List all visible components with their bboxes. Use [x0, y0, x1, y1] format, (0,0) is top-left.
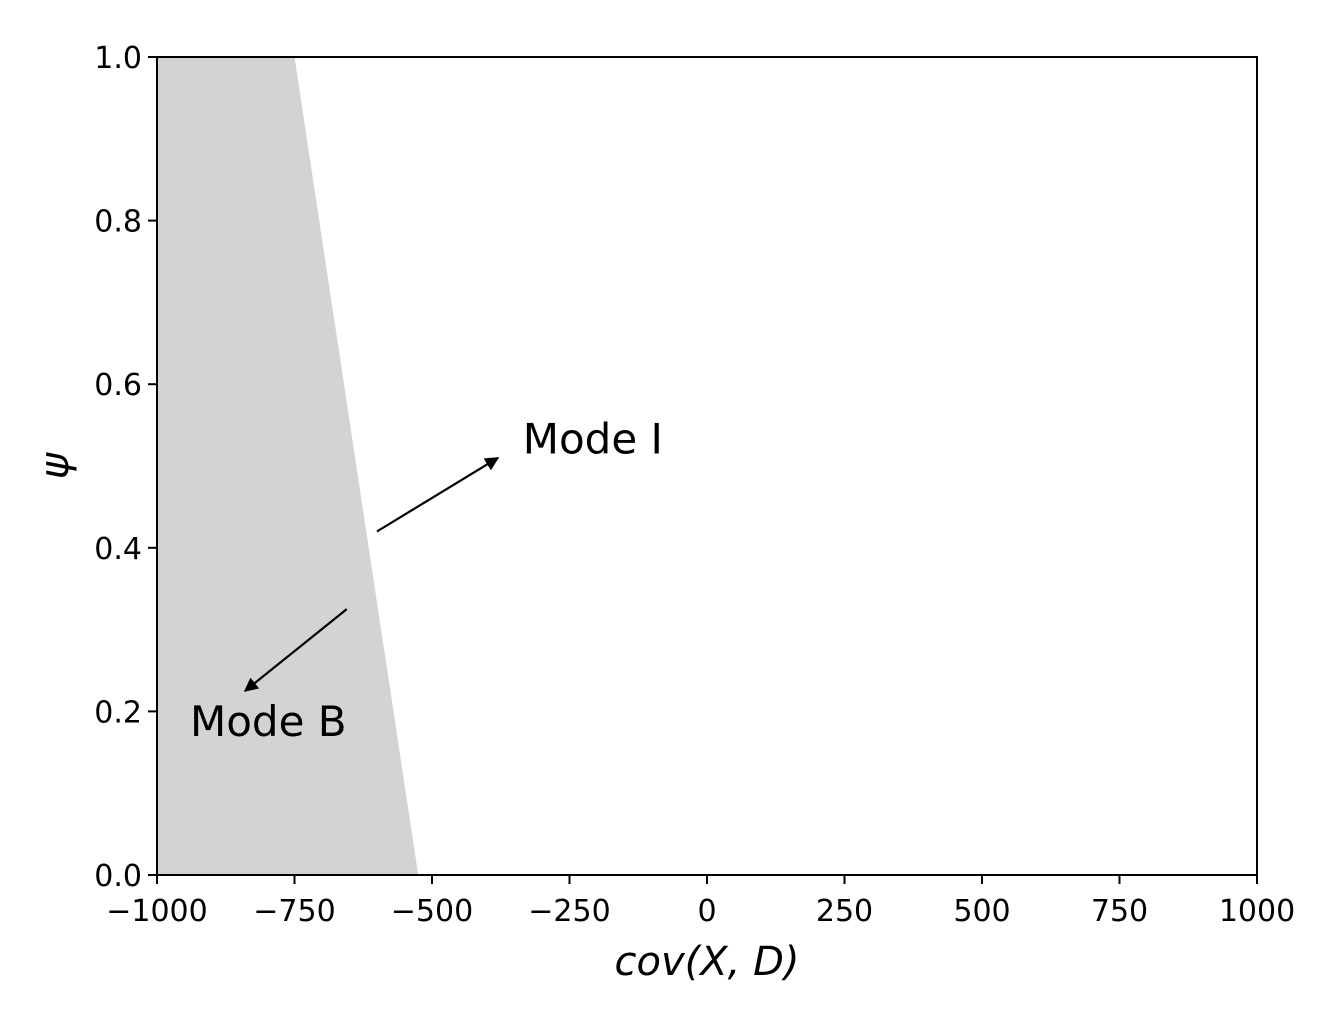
x-tick-label: −500: [391, 894, 473, 929]
y-tick-label: 0.0: [94, 859, 142, 894]
x-tick-label: 1000: [1219, 894, 1295, 929]
x-tick-label: −250: [528, 894, 610, 929]
x-tick-label: 0: [697, 894, 716, 929]
annotation-mode-i: Mode I: [523, 415, 663, 464]
x-tick-label: −1000: [106, 894, 207, 929]
y-tick-label: 1.0: [94, 41, 142, 76]
shaded-region-mode-b: [157, 57, 419, 875]
x-tick-label: 500: [953, 894, 1010, 929]
y-tick-label: 0.4: [94, 532, 142, 567]
x-tick-label: −750: [253, 894, 335, 929]
annotation-mode-b: Mode B: [190, 697, 347, 746]
arrow-mode-b: [243, 608, 348, 692]
arrow-mode-i: [376, 456, 500, 533]
y-tick-label: 0.6: [94, 368, 142, 403]
x-tick-label: 250: [816, 894, 873, 929]
y-tick-label: 0.8: [94, 205, 142, 240]
y-axis-label: ψ: [32, 451, 78, 479]
y-tick-label: 0.2: [94, 695, 142, 730]
x-tick-label: 750: [1091, 894, 1148, 929]
x-axis-label: cov(X, D): [615, 939, 800, 985]
